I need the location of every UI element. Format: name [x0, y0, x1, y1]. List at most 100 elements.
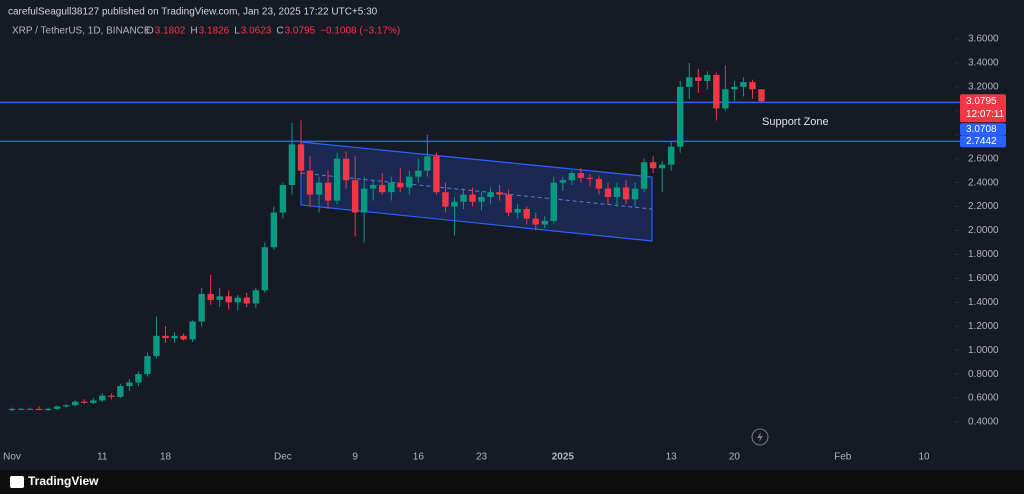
candle-body [225, 296, 232, 303]
candle-body [667, 146, 675, 165]
candle-body [342, 158, 350, 181]
legend-key: C [276, 26, 283, 37]
level-box [960, 123, 1006, 136]
annotation: Support Zone [762, 116, 829, 128]
candle-body [451, 201, 458, 207]
y-tick-label: 1.6000 [968, 273, 999, 284]
legend-value: 3.0795 [285, 26, 316, 37]
x-tick-label: 10 [918, 452, 930, 463]
x-tick-label: Feb [834, 452, 852, 463]
x-tick-label: 16 [413, 452, 425, 463]
candle-body [758, 89, 765, 102]
candle-body [568, 173, 576, 181]
alert-icon[interactable] [751, 428, 769, 446]
last-price-box [960, 94, 1006, 123]
candle-body [379, 185, 386, 193]
candle-body [433, 156, 440, 193]
y-tick-label: 2.6000 [968, 153, 999, 164]
brand: TradingView [28, 474, 99, 488]
level-box [960, 135, 1006, 148]
y-tick-label: 2.0000 [968, 225, 999, 236]
candle-body [207, 293, 214, 300]
legend-value: 3.0623 [241, 26, 272, 37]
candle-body [189, 321, 196, 340]
candle-body [180, 335, 187, 340]
candle-body [306, 170, 314, 195]
candle-body [487, 192, 494, 197]
candle-body [424, 156, 431, 171]
y-tick-label: 2.2000 [968, 201, 999, 212]
candle-body [686, 77, 693, 87]
candle-body [695, 77, 702, 81]
candle-body [541, 220, 548, 225]
candle-body [713, 74, 720, 109]
y-tick-label: 0.4000 [968, 417, 999, 428]
candle-body [640, 162, 648, 189]
symbol: XRP / TetherUS, 1D, BINANCE [12, 26, 151, 37]
candle-body [171, 335, 178, 339]
candle-body [406, 176, 413, 188]
candle-body [442, 192, 449, 207]
candle-body [351, 180, 359, 213]
candle-body [586, 177, 594, 180]
y-tick-label: 0.6000 [968, 393, 999, 404]
legend-value: 3.1802 [155, 26, 186, 37]
candle-body [53, 406, 61, 409]
candle-body [153, 335, 160, 357]
level-label: 2.7442 [966, 136, 997, 147]
candle-body [658, 164, 666, 169]
candle-body [135, 374, 142, 383]
candle-body [117, 386, 124, 397]
footer-bar [0, 470, 1024, 494]
x-tick-label: 20 [729, 452, 741, 463]
y-tick-label: 2.4000 [968, 177, 999, 188]
candle-body [144, 356, 151, 375]
candle-body [550, 182, 557, 221]
channel-midline [300, 172, 653, 210]
x-tick-label: Dec [274, 452, 292, 463]
candle-body [532, 218, 539, 225]
y-tick-label: 1.4000 [968, 297, 999, 308]
candle-body [90, 400, 97, 403]
y-tick-label: 0.8000 [968, 369, 999, 380]
y-tick-label: 1.8000 [968, 249, 999, 260]
last-price: 3.0795 [966, 96, 997, 107]
candle-body [81, 401, 88, 403]
candle-body [108, 395, 115, 397]
candle-body [198, 293, 205, 322]
candle-body [44, 408, 52, 411]
publisher: carefulSeagull38127 published on Trading… [8, 7, 378, 18]
x-tick-label: 2025 [552, 452, 575, 463]
candle-body [297, 144, 305, 171]
candle-body [622, 187, 630, 200]
candle-body [559, 180, 567, 183]
legend-key: O [146, 26, 154, 37]
x-tick-label: 23 [476, 452, 488, 463]
candle-body [523, 208, 530, 219]
legend-key: H [190, 26, 197, 37]
candle-body [460, 194, 467, 202]
y-tick-label: 1.0000 [968, 345, 999, 356]
candle-body [126, 382, 133, 387]
candle-body [704, 74, 711, 81]
candle-body [613, 187, 621, 197]
candle-body [324, 182, 332, 201]
legend-value: 3.1826 [199, 26, 230, 37]
candle-body [505, 194, 512, 213]
legend-change: −0.1008 (−3.17%) [320, 26, 400, 37]
candle-body [26, 408, 34, 410]
candle-body [261, 247, 269, 291]
legend-key: L [234, 26, 240, 37]
logo [10, 476, 24, 488]
candle-body [677, 86, 684, 147]
alert-bolt [757, 432, 763, 442]
y-tick-label: 1.2000 [968, 321, 999, 332]
candle-body [370, 185, 377, 189]
candle-body [388, 182, 395, 193]
x-tick-label: Nov [3, 452, 21, 463]
candle-body [731, 86, 738, 90]
candle-body [397, 182, 404, 188]
